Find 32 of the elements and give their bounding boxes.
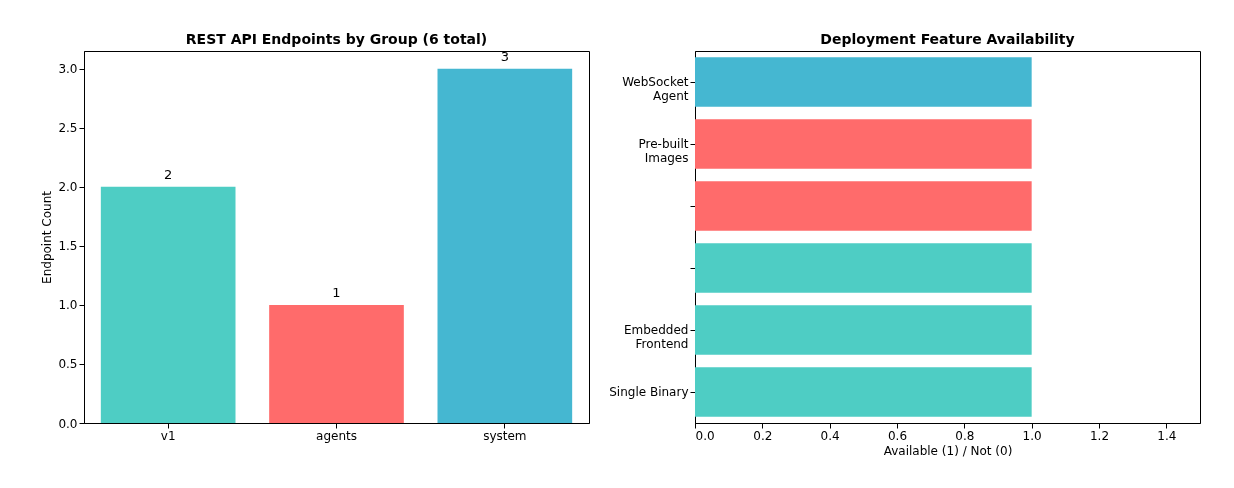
x-tick-label: 0.8	[955, 428, 975, 443]
bar	[269, 304, 404, 423]
y-tick-label: 1.5	[58, 239, 78, 254]
x-tick-label: 0.2	[753, 428, 773, 443]
y-tick-label: 0.5	[58, 357, 78, 372]
y-tick-label: Pre-built Images	[638, 137, 689, 165]
data-label: 3	[500, 48, 509, 64]
x-tick-label: system	[483, 428, 527, 443]
bar	[437, 68, 573, 423]
chart-title: REST API Endpoints by Group (6 total)	[185, 30, 488, 47]
x-tick-label: 1.4	[1157, 428, 1177, 443]
x-tick-label: 0.4	[820, 428, 840, 443]
x-tick-label: 0.6	[887, 428, 908, 443]
y-tick-label: WebSocket Agent	[622, 75, 689, 103]
y-tick-label: 2.5	[58, 121, 78, 136]
y-tick-label: 1.0	[58, 298, 78, 313]
y-tick-label: 3.0	[58, 62, 78, 77]
x-tick-label: 1.0	[1022, 428, 1042, 443]
x-tick-label: agents	[316, 428, 357, 443]
chart-title: Deployment Feature Availability	[820, 31, 1075, 47]
data-label: 1	[332, 284, 341, 300]
x-tick-label: v1	[160, 428, 176, 443]
data-label: 2	[164, 166, 173, 182]
y-tick-label: Single Binary	[609, 385, 689, 399]
y-axis-title: Endpoint Count	[40, 190, 55, 284]
x-tick-label: 1.2	[1089, 428, 1110, 443]
y-tick-label: Embedded Frontend	[623, 323, 689, 351]
bar	[100, 186, 236, 423]
y-tick-label: 0.0	[58, 416, 78, 431]
x-axis-title: Available (1) / Not (0)	[883, 443, 1013, 458]
x-tick-label: 0.0	[695, 428, 715, 443]
y-tick-label: 2.0	[58, 180, 78, 195]
